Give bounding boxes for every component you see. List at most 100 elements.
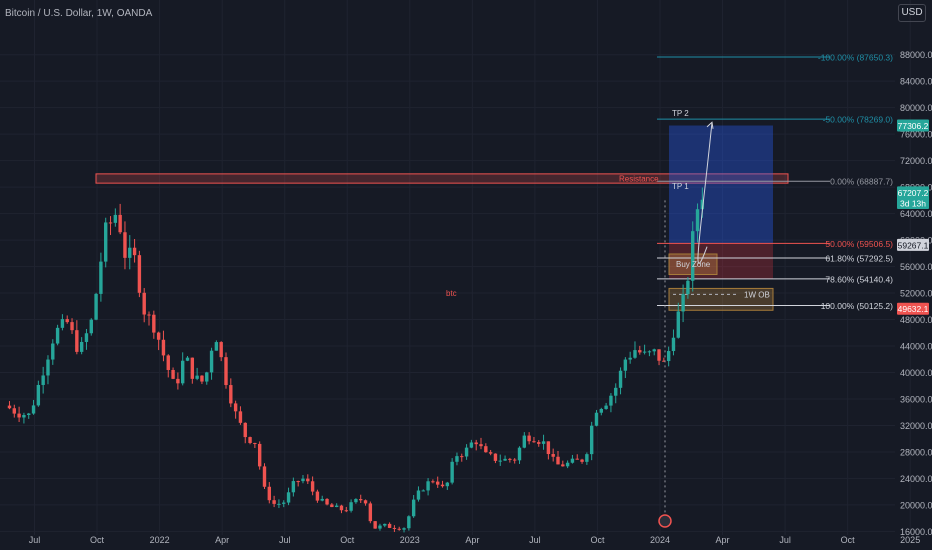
fib-label: 61.80% (57292.5) [825,254,893,264]
candle-body [402,528,406,530]
candle-body [253,442,257,444]
candle-body [628,357,632,360]
candle-body [503,458,507,461]
y-tick-label: 32000.0 [900,421,932,431]
y-tick-label: 88000.0 [900,50,932,60]
candle-body [22,415,26,418]
candle-body [614,387,618,396]
price-tag-text: 59267.1 [898,240,929,250]
candle-body [142,292,146,315]
candle-body [508,458,512,460]
projection-arrow [706,121,714,129]
candle-body [152,314,156,333]
candle-body [647,351,652,353]
candle-body [445,482,450,487]
candle-body [296,481,300,483]
candle-body [75,330,79,352]
fib-label: 50.00% (59506.5) [825,239,893,249]
candle-body [315,491,320,501]
candle-body [551,454,555,457]
candle-body [272,500,276,504]
candle-body [517,447,522,461]
candle-body [681,294,685,312]
candle-body [561,464,565,467]
candle-body [700,199,705,210]
y-tick-label: 52000.0 [900,289,932,299]
candle-body [180,360,185,384]
currency-button[interactable]: USD [898,4,926,22]
candle-body [113,214,118,223]
price-tag [897,197,929,210]
candle-body [137,255,142,293]
candle-body [580,459,584,462]
x-tick-label: Apr [465,535,479,545]
candle-body [123,232,127,258]
candles [7,187,705,533]
time-axis[interactable]: Jul Oct 2022 Apr Jul Oct 2023 Apr Jul Oct 2024 Apr J… [29,535,920,545]
candle-body [128,247,132,258]
x-tick-label: Oct [841,535,856,545]
y-tick-label: 72000.0 [900,156,932,166]
candle-body [657,349,661,361]
candle-body [426,481,430,491]
x-tick-label: 2024 [650,535,670,545]
candle-body [291,481,296,493]
candle-body [306,478,310,482]
candle-body [36,384,41,406]
candle-body [623,359,628,371]
candle-body [387,523,392,528]
candle-body [609,395,613,406]
target-zone [669,125,773,244]
candle-body [267,486,272,501]
candle-body [70,322,74,331]
candle-body [359,499,363,501]
stop-zone [669,243,773,279]
price-tag-text: 67207.2 [898,188,929,198]
candle-body [94,293,98,320]
candle-body [190,357,195,379]
candle-body [474,442,478,445]
candle-body [546,441,551,455]
candle-body [89,319,93,334]
y-tick-label: 24000.0 [900,474,932,484]
candle-body [498,460,502,462]
candle-body [363,500,368,504]
candle-body [27,413,31,416]
candle-body [301,478,305,482]
candle-body [411,499,416,517]
candle-body [79,341,84,352]
candle-body [132,247,137,256]
candle-body [195,375,199,379]
candle-body [676,311,680,338]
candle-body [604,405,608,409]
x-tick-label: Apr [215,535,229,545]
chart-title: Bitcoin / U.S. Dollar, 1W, OANDA [5,8,153,19]
candle-body [618,370,623,388]
x-tick-label: 2025 [900,535,920,545]
candle-body [686,280,690,295]
candle-body [464,447,469,457]
y-tick-label: 40000.0 [900,368,932,378]
fib-label: -100.00% (87650.3) [818,53,893,63]
candle-body [200,375,204,382]
candle-body [368,503,373,522]
candle-body [537,442,541,444]
candle-body [233,403,238,412]
y-tick-label: 44000.0 [900,342,932,352]
y-tick-label: 28000.0 [900,447,932,457]
annotation-label: 1W OB [744,290,770,299]
candle-body [460,456,464,458]
candle-body [383,523,387,526]
candle-body [176,378,180,384]
candle-body [479,444,483,447]
candle-body [671,337,676,352]
candle-body [84,333,89,342]
candle-body [224,357,228,386]
candle-body [282,502,286,504]
candle-body [638,350,642,353]
candle-body [407,516,411,529]
candle-body [108,222,113,224]
price-tag [897,186,929,199]
candle-body [633,350,637,358]
